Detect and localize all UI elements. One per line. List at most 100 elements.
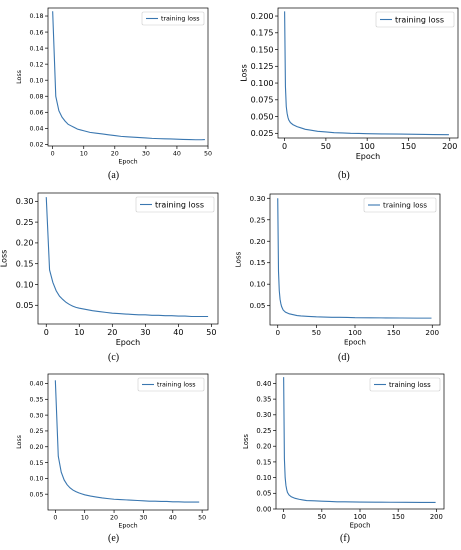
y-tick-label: 0.15 bbox=[256, 458, 271, 466]
y-tick-label: 0.25 bbox=[16, 218, 34, 227]
y-tick-label: 0.15 bbox=[29, 460, 43, 467]
y-tick-label: 0.025 bbox=[251, 129, 274, 138]
legend-label: training loss bbox=[389, 381, 431, 389]
y-tick-label: 0.05 bbox=[249, 301, 265, 310]
y-tick-label: 0.35 bbox=[29, 397, 43, 404]
x-tick-label: 0 bbox=[282, 142, 287, 151]
chart-panel-e: 0 10 20 30 40 50 0.05 0.10 0.15 0.20 0.25 0.30 0.35 0… bbox=[16, 373, 209, 530]
panel-label-a: (a) bbox=[108, 170, 120, 181]
series-line-training-loss bbox=[277, 198, 432, 319]
x-tick-label: 40 bbox=[173, 328, 183, 337]
x-tick-label: 30 bbox=[140, 328, 150, 337]
legend-label: training loss bbox=[395, 15, 444, 24]
legend-box bbox=[375, 11, 455, 28]
y-tick-label: 0.04 bbox=[29, 126, 43, 133]
x-tick-label: 20 bbox=[107, 328, 117, 337]
legend-box bbox=[135, 196, 215, 213]
legend-box bbox=[137, 377, 205, 392]
y-tick-label: 0.40 bbox=[29, 381, 43, 388]
y-tick-label: 0.30 bbox=[249, 194, 265, 203]
legend-box bbox=[369, 377, 441, 392]
y-tick-label: 0.00 bbox=[256, 505, 271, 513]
y-tick-label: 0.25 bbox=[29, 428, 43, 435]
legend-label: training loss bbox=[383, 201, 427, 210]
panel-label-b: (b) bbox=[338, 170, 350, 181]
x-axis-label: Epoch bbox=[118, 523, 137, 530]
y-tick-label: 0.15 bbox=[249, 258, 265, 267]
x-axis-label: Epoch bbox=[350, 522, 371, 530]
y-tick-label: 0.06 bbox=[29, 110, 43, 117]
y-tick-label: 0.075 bbox=[251, 96, 274, 105]
chart-panel-f: 0 50 100 150 200 0.00 0.05 0.10 0.15 0.20 0.25 0.30… bbox=[242, 373, 445, 530]
chart-panel-d: 0 50 100 150 200 0.05 0.10 0.15 0.20 0.25 0.30 Epoc… bbox=[234, 193, 441, 346]
y-tick-label: 0.200 bbox=[251, 12, 274, 21]
x-tick-label: 30 bbox=[139, 514, 147, 521]
x-tick-label: 0 bbox=[281, 513, 285, 521]
plot-area-frame bbox=[277, 7, 459, 139]
legend-label: training loss bbox=[155, 200, 204, 209]
y-tick-label: 0.25 bbox=[249, 215, 265, 224]
legend-label: training loss bbox=[157, 382, 196, 389]
x-tick-label: 0 bbox=[275, 328, 280, 337]
y-tick-label: 0.30 bbox=[16, 197, 34, 206]
y-tick-label: 0.30 bbox=[256, 411, 271, 419]
x-tick-label: 0 bbox=[53, 514, 57, 521]
plot-area-frame bbox=[47, 373, 209, 511]
x-tick-label: 100 bbox=[348, 328, 362, 337]
y-tick-label: 0.15 bbox=[16, 259, 34, 268]
x-axis-label: Epoch bbox=[356, 152, 381, 161]
series-line-training-loss bbox=[284, 11, 449, 136]
x-tick-label: 40 bbox=[173, 150, 181, 157]
x-tick-label: 10 bbox=[74, 328, 84, 337]
x-tick-label: 150 bbox=[401, 142, 416, 151]
x-tick-label: 20 bbox=[111, 150, 119, 157]
y-tick-label: 0.05 bbox=[256, 490, 271, 498]
y-tick-label: 0.40 bbox=[256, 380, 271, 388]
y-axis-label: Loss bbox=[16, 70, 23, 84]
panel-label-d: (d) bbox=[338, 352, 350, 363]
x-tick-label: 100 bbox=[360, 142, 375, 151]
y-tick-label: 0.150 bbox=[251, 45, 274, 54]
series-line-training-loss bbox=[54, 380, 200, 503]
x-tick-label: 10 bbox=[80, 150, 88, 157]
y-tick-label: 0.10 bbox=[16, 280, 34, 289]
y-tick-label: 0.100 bbox=[251, 79, 274, 88]
chart-panel-c: 0 10 20 30 40 50 0.05 0.10 0.15 0.20 0.25 0.30 Epoch… bbox=[0, 192, 219, 347]
y-axis-label: Loss bbox=[16, 435, 23, 449]
y-tick-label: 0.16 bbox=[29, 29, 43, 36]
x-tick-label: 20 bbox=[110, 514, 118, 521]
x-tick-label: 200 bbox=[442, 142, 457, 151]
x-tick-label: 50 bbox=[312, 328, 322, 337]
x-axis-label: Epoch bbox=[118, 159, 137, 166]
x-tick-label: 30 bbox=[142, 150, 150, 157]
y-axis-label: Loss bbox=[0, 250, 8, 268]
y-tick-label: 0.18 bbox=[29, 13, 43, 20]
y-tick-label: 0.35 bbox=[256, 395, 271, 403]
x-tick-label: 150 bbox=[392, 513, 405, 521]
panel-label-e: (e) bbox=[108, 533, 120, 544]
y-tick-label: 0.10 bbox=[29, 476, 43, 483]
x-tick-label: 50 bbox=[198, 514, 206, 521]
panel-label-f: (f) bbox=[340, 533, 350, 544]
series-line-training-loss bbox=[52, 11, 205, 141]
y-tick-label: 0.14 bbox=[29, 45, 43, 52]
y-tick-label: 0.05 bbox=[29, 491, 43, 498]
y-tick-label: 0.050 bbox=[251, 112, 274, 121]
y-axis-label: Loss bbox=[239, 64, 248, 82]
x-tick-label: 150 bbox=[387, 328, 401, 337]
x-tick-label: 50 bbox=[317, 513, 326, 521]
x-tick-label: 100 bbox=[354, 513, 367, 521]
plot-area-frame bbox=[37, 192, 219, 325]
x-tick-label: 50 bbox=[204, 150, 212, 157]
y-tick-label: 0.10 bbox=[29, 77, 43, 84]
x-tick-label: 40 bbox=[169, 514, 177, 521]
y-tick-label: 0.20 bbox=[249, 237, 265, 246]
chart-panel-b: 0 50 100 150 200 0.025 0.050 0.075 0.100 0.125 0.1… bbox=[239, 7, 459, 161]
x-axis-label: Epoch bbox=[116, 338, 141, 347]
plot-area-frame bbox=[47, 7, 209, 147]
x-tick-label: 0 bbox=[44, 328, 49, 337]
x-tick-label: 50 bbox=[321, 142, 331, 151]
x-tick-label: 0 bbox=[51, 150, 55, 157]
legend-box bbox=[363, 197, 437, 213]
